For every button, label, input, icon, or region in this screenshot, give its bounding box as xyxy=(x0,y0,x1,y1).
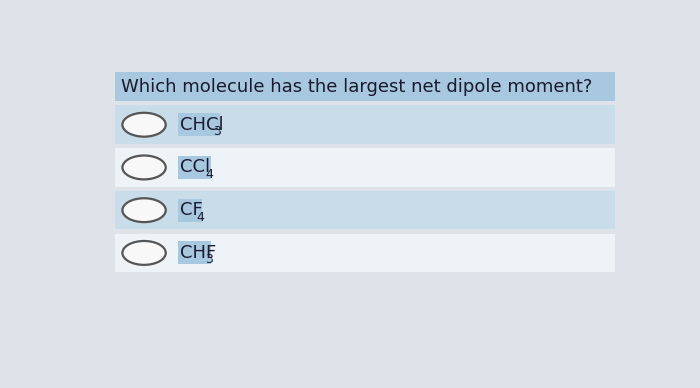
Ellipse shape xyxy=(122,198,166,222)
Ellipse shape xyxy=(122,156,166,179)
FancyBboxPatch shape xyxy=(115,72,615,101)
Bar xyxy=(115,106,615,144)
FancyBboxPatch shape xyxy=(178,199,202,222)
Text: CF: CF xyxy=(180,201,202,219)
Bar xyxy=(115,234,615,272)
FancyBboxPatch shape xyxy=(178,113,220,136)
Bar xyxy=(115,191,615,229)
Text: 4: 4 xyxy=(205,168,213,181)
Ellipse shape xyxy=(122,241,166,265)
Text: 3: 3 xyxy=(214,125,221,138)
Ellipse shape xyxy=(122,113,166,137)
Text: 3: 3 xyxy=(205,253,213,266)
Text: CCl: CCl xyxy=(180,158,210,177)
Text: CHF: CHF xyxy=(180,244,216,262)
Text: 4: 4 xyxy=(197,211,204,223)
FancyBboxPatch shape xyxy=(178,156,211,179)
Text: Which molecule has the largest net dipole moment?: Which molecule has the largest net dipol… xyxy=(121,78,592,95)
FancyBboxPatch shape xyxy=(178,241,211,265)
Bar xyxy=(115,148,615,187)
Text: CHCl: CHCl xyxy=(180,116,223,134)
